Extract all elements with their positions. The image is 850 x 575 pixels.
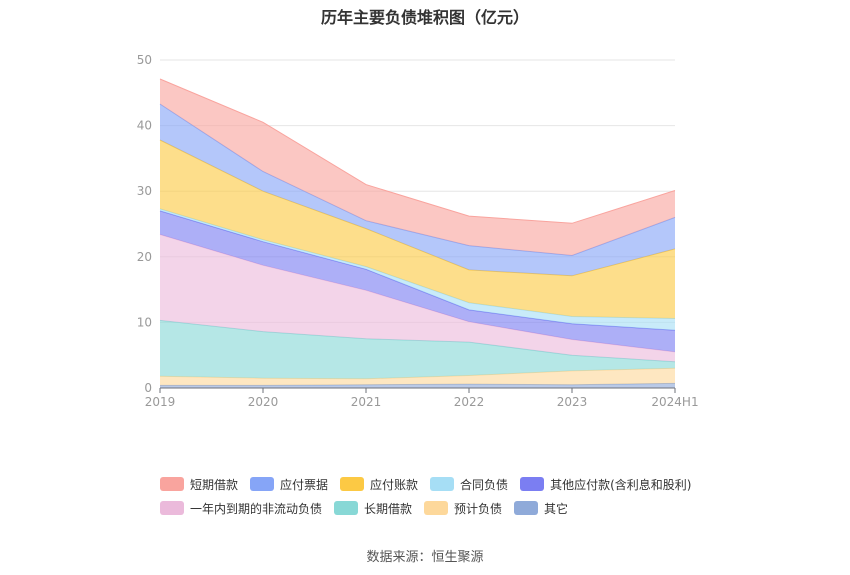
x-tick-label: 2022 xyxy=(454,395,485,409)
legend-swatch xyxy=(424,501,449,515)
legend-label: 其他应付款(含利息和股利) xyxy=(550,477,692,492)
series-line-8 xyxy=(159,78,676,224)
legend-item[interactable]: 其它 xyxy=(514,500,568,517)
area-series-7 xyxy=(160,104,675,276)
area-series-5 xyxy=(160,208,675,331)
y-tick-label: 0 xyxy=(144,381,152,395)
y-tick-label: 20 xyxy=(137,250,152,264)
y-tick-label: 40 xyxy=(137,119,152,133)
legend-label: 短期借款 xyxy=(190,477,239,492)
legend-label: 其它 xyxy=(544,501,569,516)
legend-swatch xyxy=(514,501,539,515)
axes: 0 10 20 30 40 50 2019 2020 2021 2022 2023 2024H1 xyxy=(137,53,699,409)
legend-swatch xyxy=(520,477,545,491)
data-source-note: 数据来源：恒生聚源 xyxy=(366,550,484,565)
stacked-area-chart: 0 10 20 30 40 50 2019 2020 2021 2022 2023 2024H1 xyxy=(137,53,699,409)
x-tick-label: 2024H1 xyxy=(651,395,698,409)
legend-item[interactable]: 应付票据 xyxy=(250,476,328,493)
legend-item[interactable]: 一年内到期的非流动负债 xyxy=(160,500,322,517)
legend-item[interactable]: 长期借款 xyxy=(334,500,412,517)
legend-swatch xyxy=(160,501,184,515)
legend-swatch xyxy=(340,477,365,491)
legend-item[interactable]: 其他应付款(含利息和股利) xyxy=(520,476,691,493)
legend-swatch xyxy=(250,477,275,491)
x-tick-label: 2020 xyxy=(248,395,279,409)
legend-label: 应付账款 xyxy=(370,477,419,492)
area-series-4 xyxy=(160,210,675,352)
legend-label: 预计负债 xyxy=(454,501,503,516)
legend-row: 短期借款 应付票据 应付账款 合同负债 其他应付款(含利息和股利) xyxy=(160,472,720,496)
area-series-3 xyxy=(160,234,675,362)
area-series-2 xyxy=(160,320,675,379)
x-tick-label: 2023 xyxy=(557,395,588,409)
y-tick-label: 50 xyxy=(137,53,152,67)
legend-label: 一年内到期的非流动负债 xyxy=(190,501,323,516)
area-series-8 xyxy=(160,79,675,256)
legend-swatch xyxy=(160,477,184,491)
area-series-6 xyxy=(160,140,675,319)
area-series-0 xyxy=(160,383,675,388)
legend-item[interactable]: 应付账款 xyxy=(340,476,418,493)
legend-item[interactable]: 短期借款 xyxy=(160,476,238,493)
legend-swatch xyxy=(334,501,359,515)
x-tick-label: 2019 xyxy=(145,395,176,409)
legend-item[interactable]: 合同负债 xyxy=(430,476,508,493)
legend: 短期借款 应付票据 应付账款 合同负债 其他应付款(含利息和股利) 一年内到期的非流动负债… xyxy=(160,472,720,520)
y-tick-label: 30 xyxy=(137,184,152,198)
x-tick-label: 2021 xyxy=(351,395,382,409)
chart-title: 历年主要负债堆积图（亿元） xyxy=(320,8,529,27)
legend-label: 合同负债 xyxy=(460,477,509,492)
legend-swatch xyxy=(430,477,455,491)
area-series-1 xyxy=(160,368,675,386)
legend-label: 应付票据 xyxy=(280,477,329,492)
legend-row: 一年内到期的非流动负债 长期借款 预计负债 其它 xyxy=(160,496,720,520)
legend-item[interactable]: 预计负债 xyxy=(424,500,502,517)
legend-label: 长期借款 xyxy=(364,501,413,516)
y-tick-label: 10 xyxy=(137,315,152,329)
area-series-group xyxy=(159,78,676,388)
